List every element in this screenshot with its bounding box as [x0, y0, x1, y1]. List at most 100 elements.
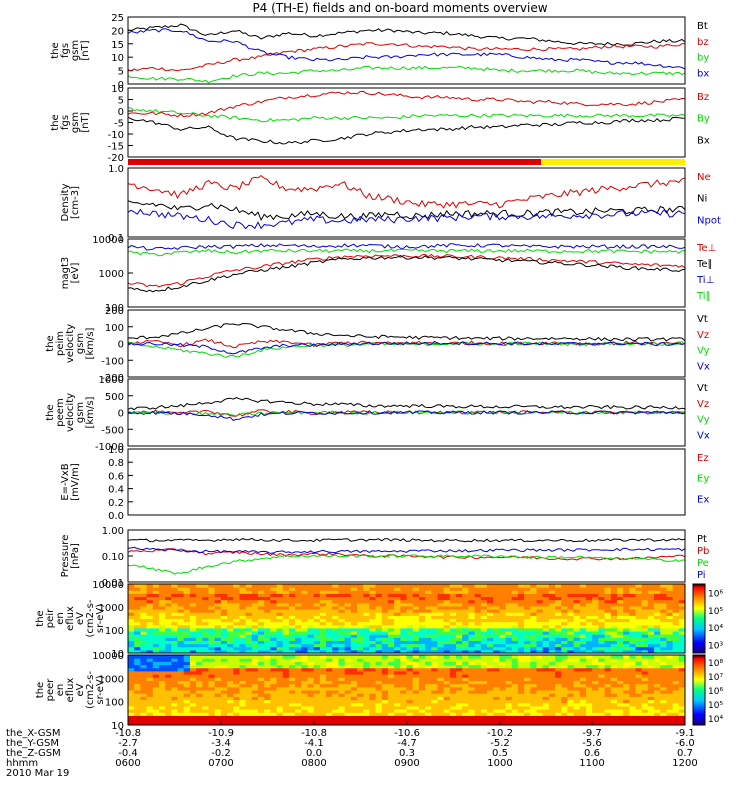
peer_efflux-cell — [387, 667, 395, 672]
peer_efflux-cell — [616, 718, 624, 723]
peir_efflux-cell — [585, 584, 593, 588]
peer_efflux-cell — [128, 715, 135, 720]
peer_efflux-cell — [647, 680, 655, 685]
peer_efflux-cell — [128, 674, 135, 678]
peer_efflux-cell — [555, 661, 562, 666]
peir_efflux-cell — [128, 637, 135, 641]
peir_efflux-cell — [610, 612, 618, 616]
peer_efflux-cell — [654, 705, 661, 710]
peir_efflux-cell — [387, 605, 395, 610]
peir_efflux-cell — [381, 593, 389, 598]
peer_efflux-cell — [257, 667, 265, 672]
peer_efflux-cell — [431, 680, 438, 685]
peir_efflux-cell — [128, 587, 135, 591]
peer_efflux-cell — [604, 718, 612, 723]
peir_efflux-cell — [456, 593, 463, 598]
peer_efflux-cell — [524, 680, 531, 685]
peer_efflux-cell — [431, 661, 438, 666]
peer_efflux-cell — [610, 680, 618, 685]
peer_efflux-cell — [233, 712, 240, 716]
peer_efflux-cell — [505, 709, 513, 713]
peer_efflux-cell — [567, 721, 575, 726]
peir_efflux-cell — [524, 602, 531, 607]
peer_efflux-cell — [171, 718, 179, 723]
peer_efflux-cell — [214, 670, 222, 675]
peir_efflux-cell — [183, 587, 191, 591]
peir_efflux-cell — [400, 643, 407, 648]
peer_efflux-cell — [548, 670, 556, 675]
peer_efflux-cell — [189, 664, 197, 669]
peer_efflux-cell — [245, 683, 253, 688]
peer_efflux-cell — [604, 661, 612, 666]
peer_efflux-cell — [456, 690, 463, 694]
peir_efflux-cell — [437, 590, 445, 594]
peir_efflux-cell — [214, 587, 222, 591]
peir_efflux-cell — [326, 649, 333, 654]
peir_efflux-cell — [486, 624, 494, 629]
peir_efflux-cell — [245, 640, 253, 645]
peir_efflux-cell — [598, 643, 606, 648]
peir_efflux-cell — [196, 593, 203, 598]
peir_efflux-cell — [270, 596, 278, 601]
peir_efflux-cell — [183, 640, 191, 645]
peer_efflux-cell — [295, 664, 302, 669]
peer_efflux-cell — [257, 683, 265, 688]
peer_efflux-cell — [585, 658, 593, 662]
peir_efflux-cell — [319, 593, 327, 598]
peer_efflux-cell — [406, 664, 414, 669]
peer_efflux-cell — [313, 712, 321, 716]
peir_efflux-cell — [332, 605, 339, 610]
peir_efflux-cell — [332, 609, 339, 613]
peir_efflux-cell — [598, 584, 606, 588]
peir_efflux-cell — [369, 599, 377, 604]
peer_efflux-cell — [344, 677, 352, 681]
peer_efflux-cell — [641, 677, 649, 681]
peer_efflux-cell — [418, 683, 426, 688]
peer_efflux-cell — [270, 718, 278, 723]
peer_efflux-cell — [208, 715, 216, 720]
peer_efflux-cell — [604, 674, 612, 678]
peer_efflux-cell — [332, 696, 339, 701]
peer_efflux-cell — [319, 677, 327, 681]
peer_efflux-cell — [598, 715, 606, 720]
peer_efflux-cell — [517, 696, 525, 701]
peir_efflux-cell — [530, 640, 537, 645]
peer_efflux-cell — [146, 696, 154, 701]
peir_efflux-cell — [505, 602, 513, 607]
peir_efflux-cell — [623, 596, 630, 601]
peer_efflux-cell — [480, 712, 488, 716]
peir_efflux-cell — [394, 624, 401, 629]
peir_efflux-cell — [344, 640, 352, 645]
peer_efflux-cell — [165, 696, 172, 701]
peer_efflux-cell — [431, 705, 438, 710]
peer_efflux-cell — [313, 715, 321, 720]
peer_efflux-cell — [604, 693, 612, 697]
pressure-frame — [127, 529, 686, 583]
peir_efflux-cell — [406, 637, 414, 641]
peer_efflux-cell — [598, 709, 606, 713]
peir_efflux-cell — [239, 631, 247, 635]
peer_efflux-cell — [400, 677, 407, 681]
peir_efflux-cell — [418, 593, 426, 598]
peer_efflux-cell — [295, 705, 302, 710]
peer_efflux-cell — [604, 702, 612, 707]
peir_efflux-cell — [641, 640, 649, 645]
peir_efflux-cell — [672, 605, 680, 610]
peer_efflux-cell — [233, 658, 240, 662]
peer_efflux-cell — [511, 705, 519, 710]
peir_efflux-cell — [635, 646, 643, 651]
peer_efflux-cell — [245, 715, 253, 720]
peir_efflux-cell — [189, 640, 197, 645]
peer_efflux-cell — [480, 670, 488, 675]
peer_efflux-cell — [214, 677, 222, 681]
peer_efflux-cell — [610, 696, 618, 701]
peir_efflux-cell — [264, 602, 271, 607]
peir_efflux-cell — [233, 602, 240, 607]
peer_efflux-cell — [356, 715, 364, 720]
peir_efflux-cell — [189, 599, 197, 604]
peir_efflux-cell — [647, 605, 655, 610]
peir_efflux-ylabel-line: en — [55, 612, 66, 625]
peer_efflux-cell — [616, 705, 624, 710]
peir_efflux-cell — [270, 605, 278, 610]
peer_efflux-cell — [152, 705, 160, 710]
